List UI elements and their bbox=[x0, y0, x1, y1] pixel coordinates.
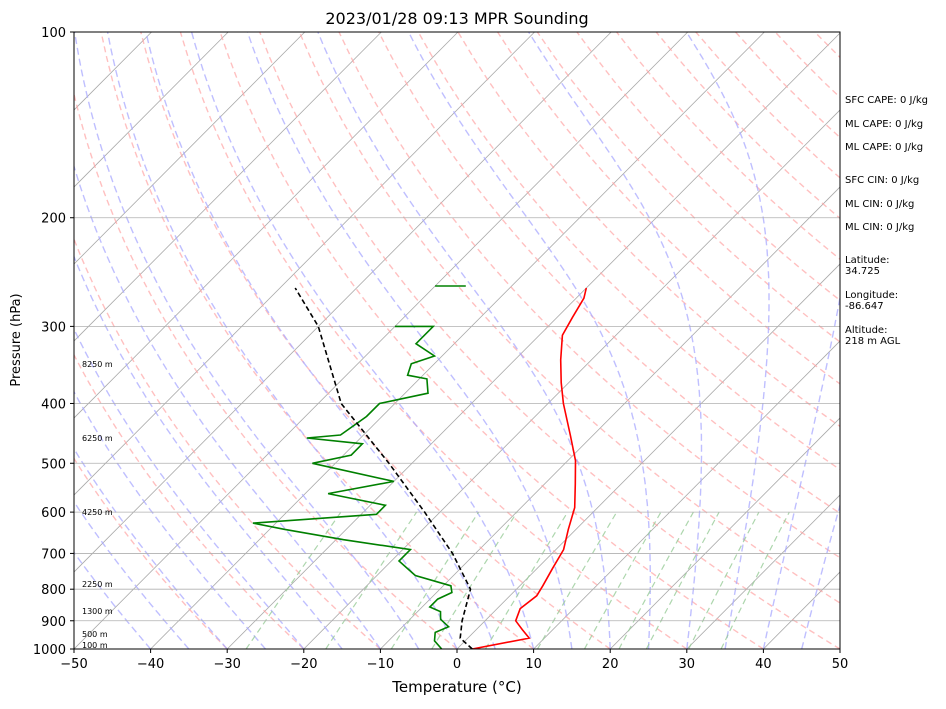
moist-adiabat-line bbox=[19, 32, 342, 649]
dry-adiabat-line bbox=[0, 32, 227, 649]
isotherm-line bbox=[151, 32, 765, 649]
ml-cape-text-2: ML CAPE: 0 J/kg bbox=[845, 142, 923, 153]
height-label: 8250 m bbox=[82, 360, 113, 369]
chart-title: 2023/01/28 09:13 MPR Sounding bbox=[325, 9, 588, 28]
y-tick-label: 200 bbox=[41, 212, 66, 227]
moist-adiabat-line bbox=[318, 32, 610, 649]
isotherm-line bbox=[0, 32, 228, 649]
height-label: 500 m bbox=[82, 630, 108, 639]
mixing-ratio-line bbox=[619, 512, 693, 649]
x-tick-label: 0 bbox=[453, 657, 461, 672]
y-tick-label: 600 bbox=[41, 506, 66, 521]
mixing-ratio-line bbox=[646, 512, 719, 649]
sfc-cin-text: SFC CIN: 0 J/kg bbox=[845, 175, 919, 186]
background-lines bbox=[0, 32, 946, 649]
mixing-ratio-line bbox=[486, 512, 568, 649]
dry-adiabat-line bbox=[141, 32, 610, 649]
moist-adiabat-line bbox=[0, 32, 227, 649]
y-tick-label: 1000 bbox=[33, 643, 66, 658]
dry-adiabat-line bbox=[22, 32, 381, 649]
dry-adiabat-line bbox=[260, 32, 840, 649]
height-label: 2250 m bbox=[82, 580, 113, 589]
moist-adiabat-line bbox=[529, 32, 702, 649]
x-tick-label: 30 bbox=[679, 657, 696, 672]
x-tick-label: 20 bbox=[602, 657, 619, 672]
y-tick-label: 800 bbox=[41, 583, 66, 598]
series-lines bbox=[253, 286, 586, 649]
height-label: 4250 m bbox=[82, 508, 113, 517]
isotherm-line bbox=[0, 32, 535, 649]
mixing-ratio-line bbox=[689, 512, 759, 649]
x-axis-label: Temperature (°C) bbox=[391, 678, 521, 696]
y-tick-label: 900 bbox=[41, 615, 66, 630]
x-tick-label: 10 bbox=[525, 657, 542, 672]
longitude-text: Longitude: -86.647 bbox=[845, 290, 898, 312]
y-tick-label: 700 bbox=[41, 547, 66, 562]
isotherm-line bbox=[0, 32, 458, 649]
x-tick-label: −50 bbox=[60, 657, 87, 672]
y-tick-label: 500 bbox=[41, 457, 66, 472]
sfc-cape-text: SFC CAPE: 0 J/kg bbox=[845, 95, 928, 106]
height-label: 6250 m bbox=[82, 434, 113, 443]
x-tick-label: −20 bbox=[290, 657, 317, 672]
ml-cape-text: ML CAPE: 0 J/kg bbox=[845, 119, 923, 130]
x-tick-label: 40 bbox=[755, 657, 772, 672]
y-tick-label: 300 bbox=[41, 320, 66, 335]
x-tick-label: −10 bbox=[367, 657, 394, 672]
moist-adiabat-line bbox=[409, 32, 651, 649]
latitude-text: Latitude: 34.725 bbox=[845, 255, 890, 277]
x-tick-label: −40 bbox=[137, 657, 164, 672]
isotherm-line bbox=[304, 32, 918, 649]
mixing-ratio-line bbox=[326, 512, 417, 649]
isotherm-line bbox=[74, 32, 688, 649]
height-label: 1300 m bbox=[82, 607, 113, 616]
temperature-line bbox=[472, 288, 586, 649]
dry-adiabat-line bbox=[299, 32, 916, 649]
ml-cin-text: ML CIN: 0 J/kg bbox=[845, 199, 914, 210]
moist-adiabat-line bbox=[248, 32, 572, 649]
ml-cin-text-2: ML CIN: 0 J/kg bbox=[845, 222, 914, 233]
y-axis-label: Pressure (hPa) bbox=[9, 293, 24, 386]
mixing-ratio-line bbox=[585, 512, 661, 649]
y-tick-label: 100 bbox=[41, 26, 66, 41]
isotherm-line bbox=[227, 32, 841, 649]
x-tick-label: −30 bbox=[213, 657, 240, 672]
altitude-text: Altitude: 218 m AGL bbox=[845, 325, 900, 347]
x-tick-label: 50 bbox=[832, 657, 849, 672]
y-tick-label: 400 bbox=[41, 397, 66, 412]
